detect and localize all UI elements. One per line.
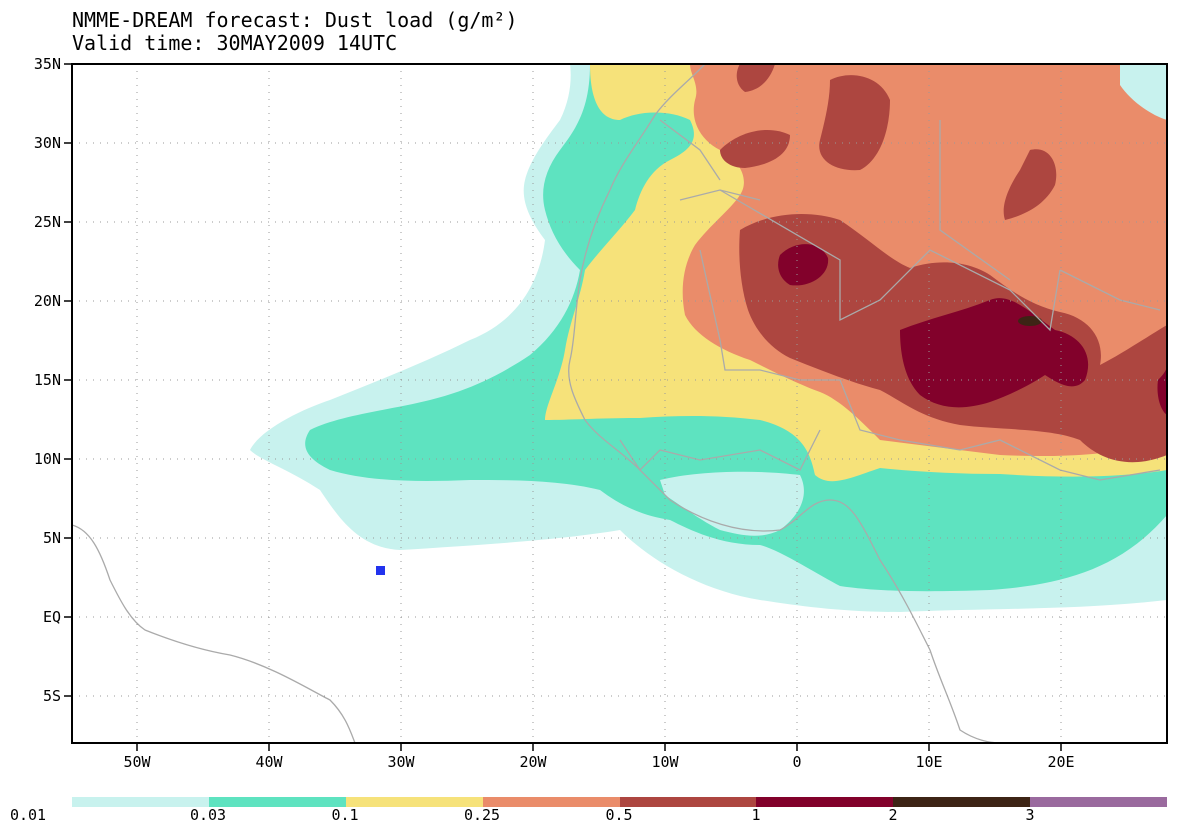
land-boundaries (72, 64, 1161, 743)
dust-contour-0-5-north2 (819, 75, 890, 171)
lat-label: 5S (43, 687, 61, 705)
dust-contour-0-01-gulf (660, 471, 804, 536)
legend-label: 2 (888, 806, 898, 824)
dust-contour-2 (1018, 316, 1042, 326)
legend-label: 0.1 (331, 806, 359, 824)
legend-swatch (1030, 797, 1167, 807)
lat-label: 10N (34, 450, 61, 468)
dust-contour-0-5-north3 (720, 130, 790, 168)
lon-label: 20W (519, 753, 547, 771)
legend-swatch (619, 797, 757, 807)
lon-label: 0 (792, 753, 801, 771)
lat-label: 25N (34, 213, 61, 231)
legend-swatch (208, 797, 346, 807)
lat-label: 15N (34, 371, 61, 389)
valid-time: Valid time: 30MAY2009 14UTC (72, 31, 398, 55)
dust-contour-0-5-north (736, 64, 775, 92)
color-legend (72, 797, 1167, 807)
lon-label: 40W (255, 753, 283, 771)
legend-label: 0.01 (9, 806, 47, 824)
lon-label: 30W (387, 753, 415, 771)
dust-contour-1-east (1157, 365, 1167, 415)
map-title: NMME-DREAM forecast: Dust load (g/m²) (72, 8, 518, 32)
legend-swatch (482, 797, 620, 807)
lat-label: 20N (34, 292, 61, 310)
legend-swatch (893, 797, 1031, 807)
lat-label: 30N (34, 134, 61, 152)
axis-ticks (64, 63, 1062, 751)
legend-label: 3 (1025, 806, 1035, 824)
station-marker (376, 566, 385, 575)
grid-lines (72, 64, 1167, 743)
legend-swatch (756, 797, 894, 807)
dust-contour-1-west (778, 244, 829, 286)
lon-label: 50W (123, 753, 151, 771)
legend-label: 0.5 (605, 806, 633, 824)
dust-contour-0-5-east (1003, 149, 1057, 220)
dust-contour-0-01-ne (1120, 64, 1167, 120)
plot-frame (71, 63, 1168, 744)
legend-label: 1 (751, 806, 761, 824)
legend-swatch (345, 797, 483, 807)
legend-label: 0.25 (463, 806, 501, 824)
legend-swatch (72, 797, 209, 807)
lon-label: 20E (1047, 753, 1074, 771)
lat-label: 5N (43, 529, 61, 547)
lat-label: 35N (34, 55, 61, 73)
legend-label: 0.03 (189, 806, 227, 824)
lon-label: 10E (915, 753, 942, 771)
lon-label: 10W (651, 753, 679, 771)
lat-label: EQ (43, 608, 61, 626)
